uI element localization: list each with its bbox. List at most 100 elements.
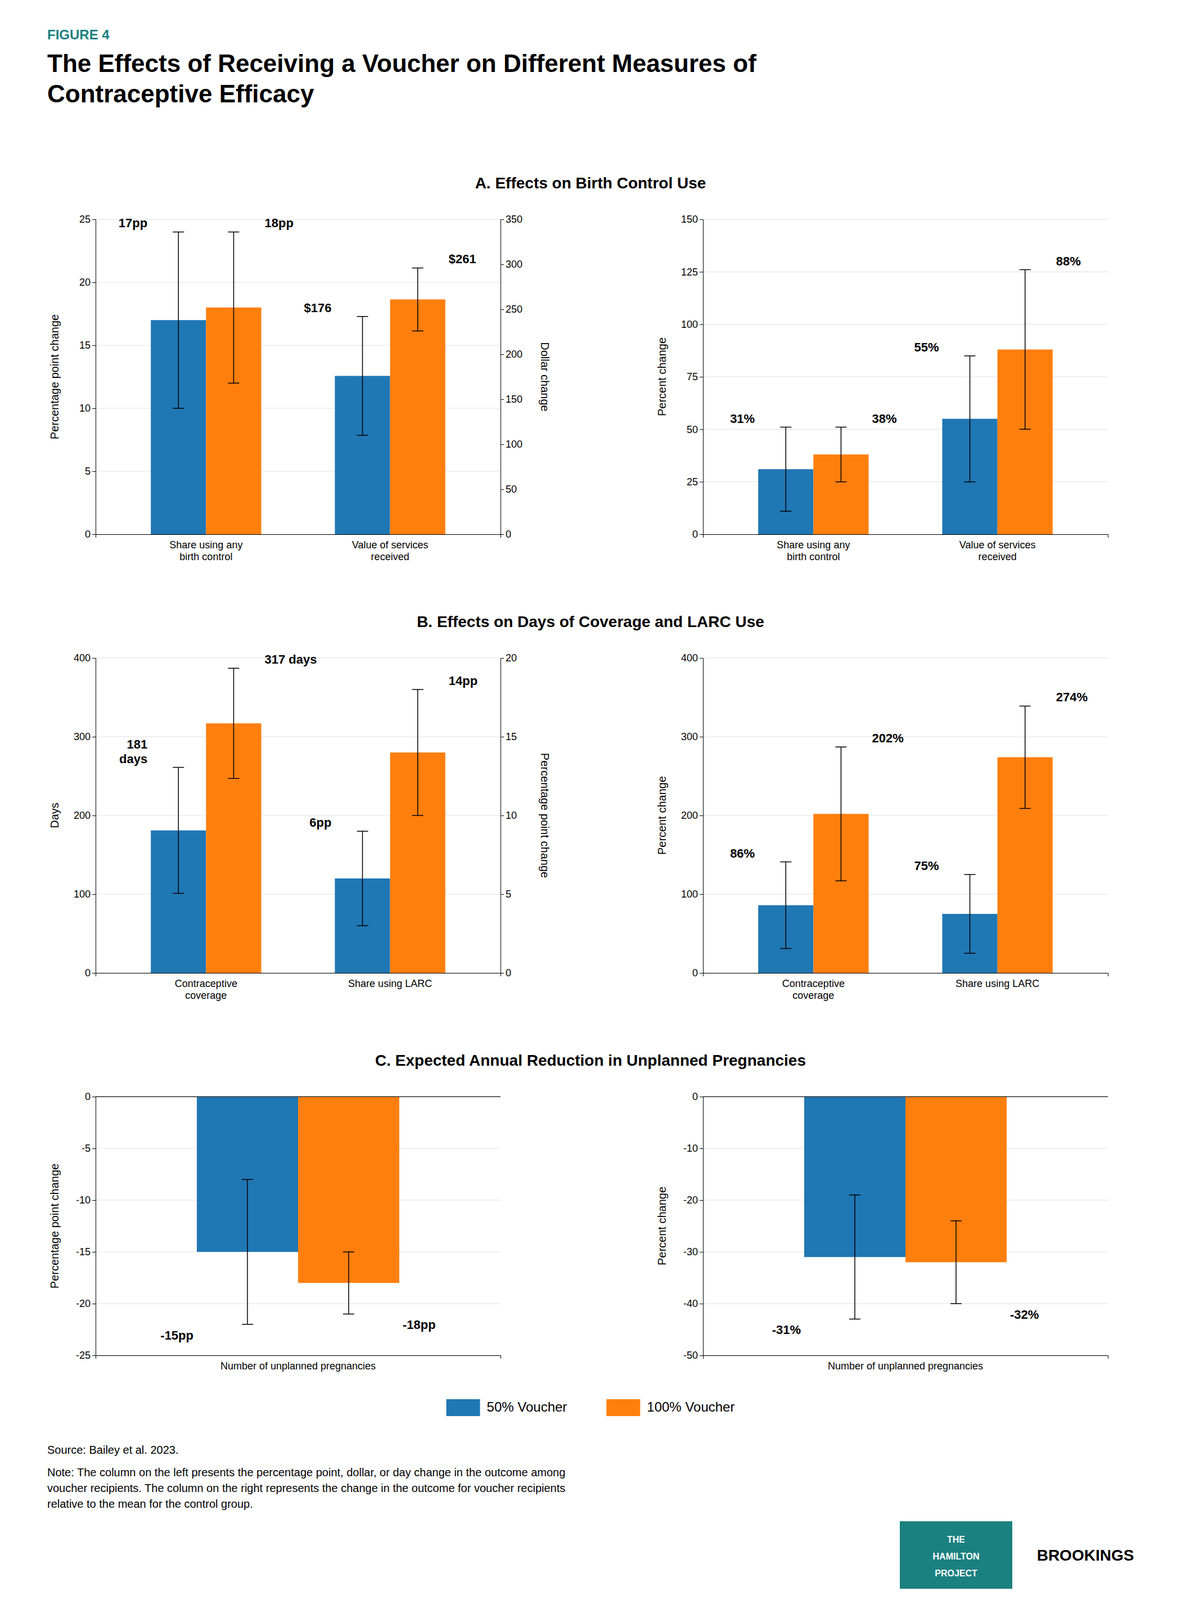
text-line: coverage <box>185 989 227 1002</box>
error-bar <box>780 862 792 949</box>
tick-mark <box>699 324 703 326</box>
error-bar <box>241 1179 254 1325</box>
tick: Number of unplanned pregnancies <box>827 1360 984 1372</box>
tick: -10 <box>683 1142 703 1155</box>
data-label: 274% <box>1056 690 1088 705</box>
tick-mark <box>92 1148 96 1149</box>
axis-line <box>703 534 1109 539</box>
tick-label: 20 <box>79 276 91 288</box>
tick-label: 200 <box>681 809 698 822</box>
axis-line <box>92 219 97 535</box>
error-bar <box>780 427 792 512</box>
tick-mark <box>92 1200 96 1201</box>
text-line: Contraceptive Efficacy <box>47 79 315 108</box>
text-line: coverage <box>792 989 835 1002</box>
tick-label: 20 <box>505 652 517 664</box>
data-labels: -31%-32% <box>772 1307 1040 1338</box>
section-title: A. Effects on Birth Control Use <box>475 174 707 192</box>
tick-label: 350 <box>505 213 523 225</box>
data-label: 31% <box>729 411 755 426</box>
axis-line <box>699 219 704 535</box>
tick: Contraceptivecoverage <box>174 977 238 1002</box>
grid <box>95 219 501 535</box>
tick-mark <box>92 657 96 659</box>
tick-mark <box>699 1148 703 1149</box>
tick-label: Contraceptivecoverage <box>782 977 845 1002</box>
tick: Value of servicesreceived <box>352 539 429 563</box>
tick-label: 100 <box>505 438 523 450</box>
axis-title: Percentage point change <box>538 753 552 878</box>
zero-line <box>702 1096 1108 1098</box>
axis-title: Days <box>48 802 61 829</box>
text-line: Number of unplanned pregnancies <box>827 1360 984 1372</box>
axis-line <box>501 658 505 974</box>
tick-label: 300 <box>505 258 523 270</box>
data-label: 202% <box>872 731 904 746</box>
tick-label: 0 <box>692 528 698 540</box>
y-axis: -50-40-30-20-100 <box>683 1091 704 1361</box>
tick-label: 200 <box>505 348 523 360</box>
text-line: 55% <box>913 340 939 355</box>
text-line: relative to the mean for the control gro… <box>47 1497 254 1510</box>
error-bar <box>1019 705 1031 809</box>
text-line: $261 <box>448 251 477 267</box>
grid <box>95 657 501 973</box>
tick-mark <box>500 219 504 220</box>
tick: Share using LARC <box>348 977 432 990</box>
panel: 181days317 days6pp14ppContraceptivecover… <box>48 652 552 1002</box>
tick-mark <box>699 376 703 378</box>
tick-label: -40 <box>683 1297 698 1310</box>
section-title: B. Effects on Days of Coverage and LARC … <box>416 612 765 631</box>
error-bar <box>172 767 184 894</box>
error-bar <box>835 746 847 881</box>
brand: BROOKINGS <box>1037 1546 1135 1564</box>
text-line: -18pp <box>402 1317 436 1332</box>
tick-mark <box>500 444 504 445</box>
y-axis: 0100200300400 <box>73 652 97 979</box>
data-label: 18pp <box>264 215 294 231</box>
axis-title: Percentage point change <box>48 314 61 440</box>
tick-label: 150 <box>681 213 698 225</box>
text-line: 181 <box>126 737 148 752</box>
text-line: 274% <box>1056 690 1088 705</box>
tick-label: Share using LARC <box>348 977 432 990</box>
logo-text: THE <box>947 1534 966 1545</box>
tick: 0 <box>84 528 96 540</box>
marks <box>804 1096 1007 1320</box>
logo-text: PROJECT <box>934 1568 978 1579</box>
data-label: 17pp <box>118 215 148 231</box>
x-axis: Number of unplanned pregnancies <box>96 1355 502 1372</box>
marks <box>196 1096 400 1325</box>
axis-line <box>703 1355 1109 1360</box>
tick-mark <box>699 972 703 974</box>
tick: 50 <box>500 483 517 495</box>
tick-mark <box>699 1200 703 1201</box>
grid <box>702 1096 1108 1356</box>
legend-swatch <box>446 1399 481 1417</box>
text-line: 202% <box>872 731 904 746</box>
data-label: 38% <box>872 411 897 426</box>
tick-mark <box>92 1096 96 1098</box>
logo-box <box>899 1521 1013 1589</box>
tick-label: 5 <box>84 465 91 477</box>
bar <box>390 299 446 535</box>
tick-mark <box>699 1303 703 1305</box>
grid-line <box>95 736 501 738</box>
tick: 100 <box>681 888 703 900</box>
tick-label: Share using LARC <box>955 977 1040 990</box>
tick: 250 <box>500 303 523 315</box>
tick: 100 <box>681 318 703 331</box>
tick-mark <box>500 264 504 265</box>
tick: 300 <box>73 731 96 743</box>
tick: 5 <box>84 465 96 477</box>
data-label: 317 days <box>264 652 318 667</box>
tick-label: Contraceptivecoverage <box>174 977 238 1002</box>
tick-label: 15 <box>505 731 517 743</box>
text-line: 75% <box>913 858 939 873</box>
tick-label: 0 <box>505 528 512 540</box>
tick-label: 75 <box>686 371 698 383</box>
error-bar <box>412 689 424 816</box>
tick: -50 <box>683 1349 703 1361</box>
text-line: Contraceptive <box>174 977 238 990</box>
data-label: -15pp <box>160 1328 194 1343</box>
